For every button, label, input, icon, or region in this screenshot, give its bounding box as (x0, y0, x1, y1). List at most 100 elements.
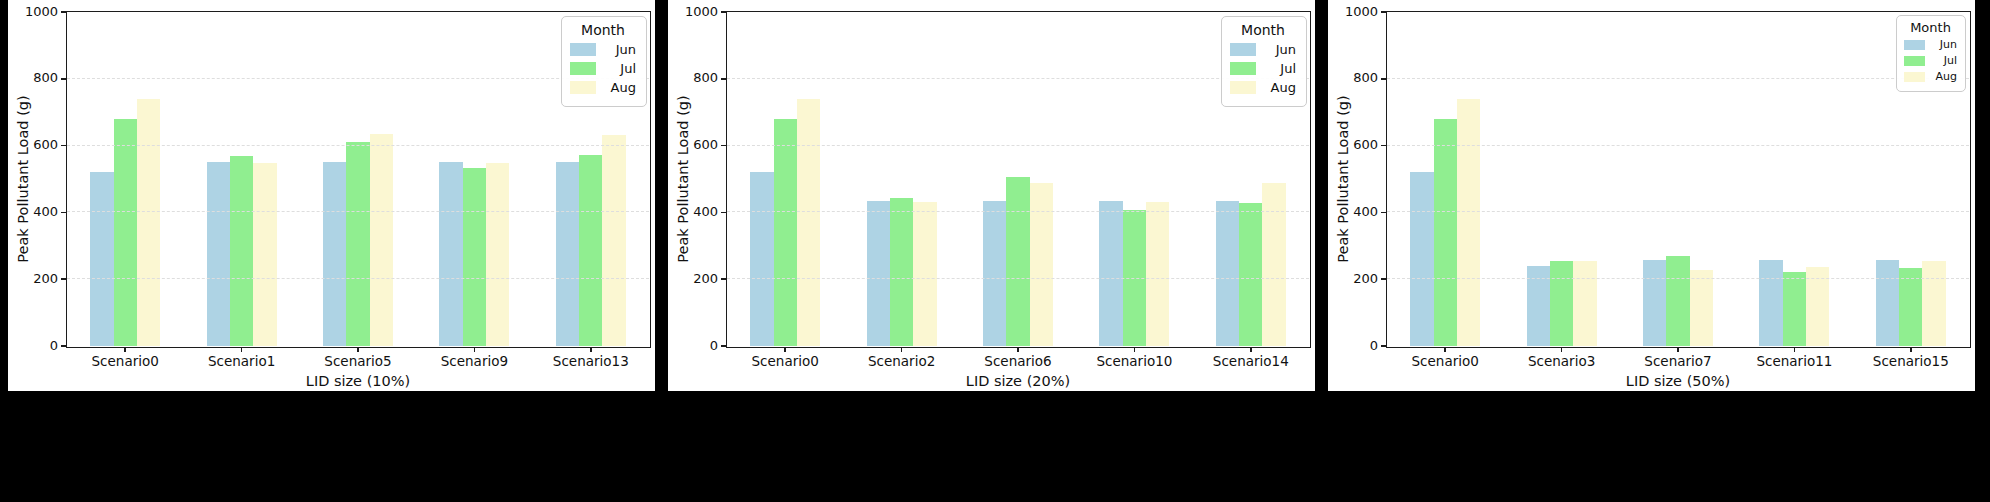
bar-aug-scenario6 (1030, 183, 1053, 346)
legend-label: Jul (606, 61, 636, 76)
bar-jun-scenario0 (750, 172, 773, 346)
bar-jun-scenario7 (1643, 260, 1666, 346)
y-tick-mark (61, 145, 66, 147)
x-tick-label: Scenario10 (1069, 353, 1199, 369)
bar-jul-scenario0 (114, 119, 137, 346)
bar-aug-scenario1 (253, 163, 276, 346)
legend-swatch-aug-icon (1230, 81, 1256, 94)
x-tick-label: Scenario3 (1497, 353, 1627, 369)
bar-jun-scenario0 (1410, 172, 1433, 346)
legend-entry-jul: Jul (570, 61, 636, 76)
legend-label: Aug (1933, 70, 1957, 83)
y-tick-mark (1381, 78, 1386, 80)
gridline (727, 211, 1309, 212)
gridline (1387, 78, 1969, 79)
bar-jun-scenario11 (1759, 260, 1782, 346)
y-tick-mark (1381, 11, 1386, 13)
x-tick-label: Scenario15 (1846, 353, 1976, 369)
legend-entry-jun: Jun (570, 42, 636, 57)
x-tick-mark (1561, 347, 1563, 352)
y-axis-label: Peak Pollutant Load (g) (15, 12, 33, 346)
legend-entry-jun: Jun (1904, 38, 1957, 51)
x-axis-label: LID size (20%) (908, 373, 1128, 389)
gridline (67, 278, 649, 279)
legend-label: Aug (606, 80, 636, 95)
bar-jun-scenario10 (1099, 201, 1122, 346)
bar-jul-scenario0 (774, 119, 797, 346)
y-tick-mark (61, 78, 66, 80)
bar-jun-scenario0 (90, 172, 113, 346)
y-tick-mark (721, 345, 726, 347)
y-tick-mark (61, 345, 66, 347)
legend-label: Jul (1933, 54, 1957, 67)
bar-aug-scenario10 (1146, 202, 1169, 346)
y-tick-mark (721, 212, 726, 214)
x-tick-mark (124, 347, 126, 352)
x-tick-mark (1910, 347, 1912, 352)
bar-jul-scenario5 (346, 142, 369, 346)
x-tick-mark (474, 347, 476, 352)
legend-swatch-jul-icon (1230, 62, 1256, 75)
bar-jun-scenario5 (323, 162, 346, 346)
bar-jul-scenario3 (1550, 261, 1573, 346)
legend-swatch-aug-icon (570, 81, 596, 94)
bar-jun-scenario14 (1216, 201, 1239, 346)
x-tick-label: Scenario11 (1729, 353, 1859, 369)
bar-jul-scenario11 (1783, 272, 1806, 346)
x-tick-label: Scenario0 (60, 353, 190, 369)
y-tick-mark (721, 78, 726, 80)
x-axis-label: LID size (10%) (248, 373, 468, 389)
legend-label: Aug (1266, 80, 1296, 95)
legend-label: Jun (606, 42, 636, 57)
x-tick-label: Scenario7 (1613, 353, 1743, 369)
gridline (1387, 211, 1969, 212)
gridline (67, 211, 649, 212)
legend-swatch-jul-icon (570, 62, 596, 75)
legend-title: Month (570, 22, 636, 38)
legend: Month Jun Jul Aug (561, 16, 647, 107)
legend: Month Jun Jul Aug (1896, 15, 1966, 92)
bar-jul-scenario7 (1666, 256, 1689, 346)
legend-label: Jun (1266, 42, 1296, 57)
legend-swatch-jul-icon (1904, 56, 1925, 66)
bar-jul-scenario6 (1006, 177, 1029, 346)
legend-swatch-jun-icon (1230, 43, 1256, 56)
legend-title: Month (1230, 22, 1296, 38)
x-tick-label: Scenario1 (177, 353, 307, 369)
y-tick-mark (1381, 212, 1386, 214)
bar-aug-scenario14 (1262, 183, 1285, 346)
bar-aug-scenario0 (1457, 99, 1480, 346)
chart-panel-lid-20: 02004006008001000Scenario0Scenario2Scena… (668, 0, 1315, 391)
x-tick-mark (1444, 347, 1446, 352)
legend-entry-aug: Aug (570, 80, 636, 95)
x-tick-mark (1677, 347, 1679, 352)
x-tick-label: Scenario13 (526, 353, 656, 369)
y-tick-mark (61, 11, 66, 13)
bar-jun-scenario13 (556, 162, 579, 346)
x-tick-mark (357, 347, 359, 352)
gridline (727, 278, 1309, 279)
legend-label: Jun (1933, 38, 1957, 51)
y-tick-mark (1381, 145, 1386, 147)
legend-swatch-jun-icon (570, 43, 596, 56)
x-tick-label: Scenario9 (409, 353, 539, 369)
legend-title: Month (1904, 20, 1957, 35)
y-tick-mark (721, 278, 726, 280)
y-tick-mark (1381, 345, 1386, 347)
bar-jun-scenario15 (1876, 260, 1899, 346)
x-tick-mark (590, 347, 592, 352)
legend-entry-aug: Aug (1904, 70, 1957, 83)
x-tick-label: Scenario2 (837, 353, 967, 369)
x-tick-mark (1794, 347, 1796, 352)
x-tick-mark (784, 347, 786, 352)
y-axis-label: Peak Pollutant Load (g) (675, 12, 693, 346)
bar-aug-scenario0 (797, 99, 820, 346)
legend-swatch-jun-icon (1904, 40, 1925, 50)
x-axis-label: LID size (50%) (1568, 373, 1788, 389)
bar-aug-scenario0 (137, 99, 160, 346)
bar-jun-scenario9 (439, 162, 462, 346)
figure-strip: 02004006008001000Scenario0Scenario1Scena… (8, 0, 1975, 391)
chart-panel-lid-50: 02004006008001000Scenario0Scenario3Scena… (1328, 0, 1975, 391)
x-tick-mark (1250, 347, 1252, 352)
x-tick-mark (901, 347, 903, 352)
